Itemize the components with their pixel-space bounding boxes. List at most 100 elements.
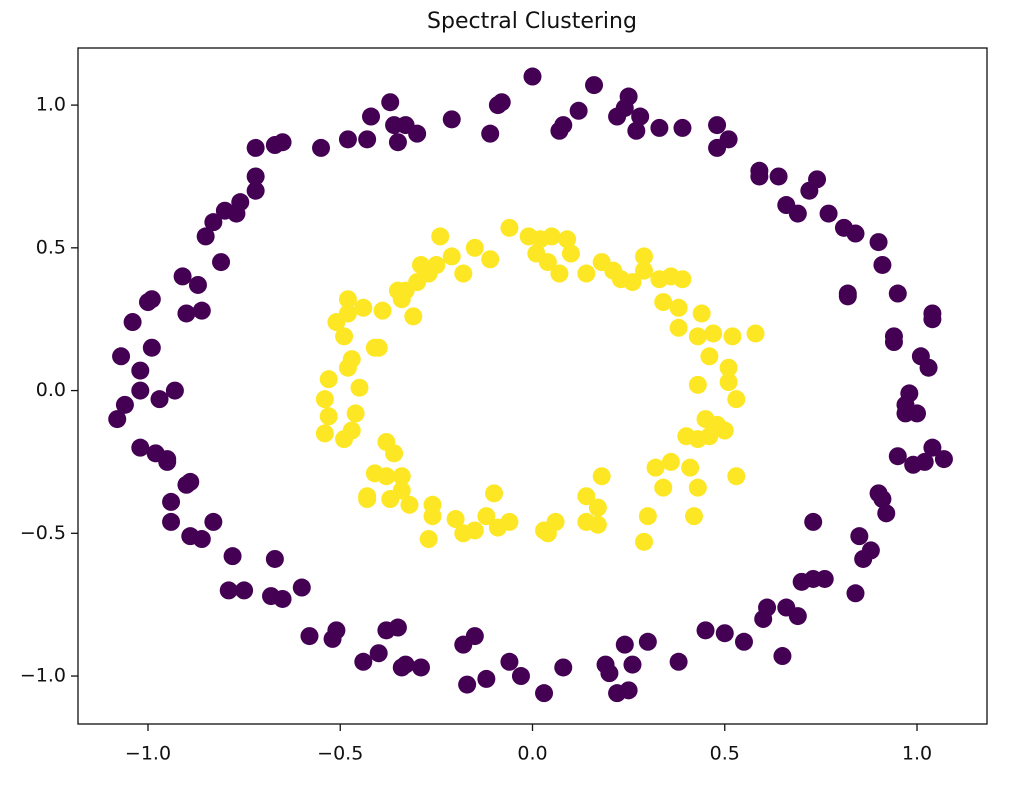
point (888, 284, 907, 303)
point (477, 669, 496, 688)
point (273, 589, 292, 608)
point (212, 253, 231, 272)
x-tick-label: −1.0 (125, 743, 171, 765)
point (131, 381, 150, 400)
point (392, 467, 411, 486)
point (654, 478, 673, 497)
point (292, 578, 311, 597)
point (815, 569, 834, 588)
point (481, 124, 500, 143)
point (708, 138, 727, 157)
point (727, 390, 746, 409)
point (873, 490, 892, 509)
point (454, 264, 473, 283)
point (773, 647, 792, 666)
point (400, 495, 419, 514)
point (219, 581, 238, 600)
point (577, 264, 596, 283)
point (112, 347, 131, 366)
point (312, 138, 331, 157)
point (381, 490, 400, 509)
point (411, 255, 430, 274)
point (315, 390, 334, 409)
point (481, 250, 500, 269)
x-tick-label: −0.5 (317, 743, 363, 765)
point (388, 133, 407, 152)
point (804, 512, 823, 531)
x-tick-label: 0.5 (710, 743, 740, 765)
point (488, 518, 507, 537)
y-tick-label: 1.0 (36, 94, 66, 116)
point (454, 524, 473, 543)
point (335, 430, 354, 449)
point (177, 304, 196, 323)
point (688, 375, 707, 394)
point (908, 404, 927, 423)
point (446, 510, 465, 529)
point (150, 390, 169, 409)
point (442, 247, 461, 266)
point (561, 244, 580, 263)
point (338, 130, 357, 149)
point (362, 107, 381, 126)
point (177, 475, 196, 494)
point (131, 361, 150, 380)
point (131, 438, 150, 457)
point (235, 581, 254, 600)
point (223, 547, 242, 566)
point (554, 658, 573, 677)
point (592, 467, 611, 486)
point (388, 618, 407, 637)
point (227, 204, 246, 223)
point (615, 635, 634, 654)
point (188, 275, 207, 294)
point (834, 218, 853, 237)
point (354, 298, 373, 317)
point (385, 444, 404, 463)
point (558, 230, 577, 249)
point (669, 298, 688, 317)
point (623, 655, 642, 674)
point (654, 293, 673, 312)
point (550, 121, 569, 140)
point (485, 484, 504, 503)
point (673, 118, 692, 137)
point (396, 655, 415, 674)
point (692, 304, 711, 323)
point (204, 213, 223, 232)
point (123, 313, 142, 332)
point (588, 498, 607, 517)
point (873, 255, 892, 274)
point (192, 530, 211, 549)
y-tick-label: 0.0 (36, 379, 66, 401)
point (723, 327, 742, 346)
point (373, 301, 392, 320)
point (381, 93, 400, 112)
point (335, 327, 354, 346)
point (115, 395, 134, 414)
point (577, 487, 596, 506)
point (192, 301, 211, 320)
point (315, 424, 334, 443)
point (108, 410, 127, 429)
chart-title: Spectral Clustering (427, 9, 637, 34)
point (358, 130, 377, 149)
point (600, 664, 619, 683)
point (162, 512, 181, 531)
point (408, 124, 427, 143)
point (550, 264, 569, 283)
point (700, 427, 719, 446)
point (688, 327, 707, 346)
point (158, 452, 177, 471)
point (623, 273, 642, 292)
point (511, 667, 530, 686)
point (669, 318, 688, 337)
y-tick-label: 0.5 (36, 236, 66, 258)
x-tick-label: 0.0 (517, 743, 547, 765)
point (569, 101, 588, 120)
plot-frame (77, 47, 988, 725)
point (538, 524, 557, 543)
point (246, 167, 265, 186)
point (638, 507, 657, 526)
point (838, 287, 857, 306)
